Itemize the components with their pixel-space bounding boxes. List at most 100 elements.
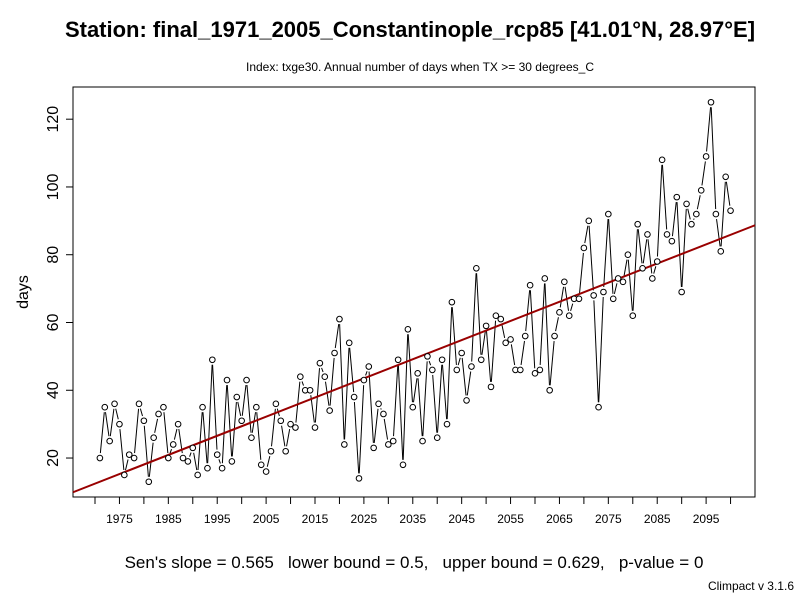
series-segment bbox=[637, 229, 643, 264]
series-segment bbox=[578, 252, 584, 294]
series-segment bbox=[544, 283, 550, 386]
data-point bbox=[473, 264, 480, 272]
data-point bbox=[424, 353, 431, 360]
series-segment bbox=[681, 208, 687, 288]
data-point bbox=[580, 244, 588, 252]
data-point bbox=[492, 312, 500, 320]
series-segment bbox=[271, 408, 276, 447]
series-segment bbox=[593, 300, 599, 403]
x-tick-label: 2085 bbox=[644, 512, 671, 526]
series-segment bbox=[334, 323, 340, 349]
x-tick-label: 2095 bbox=[693, 512, 720, 526]
series-segment bbox=[221, 385, 228, 464]
data-point bbox=[189, 444, 197, 452]
y-tick-label: 120 bbox=[45, 106, 62, 133]
data-point bbox=[683, 200, 690, 208]
x-tick-label: 2025 bbox=[351, 512, 378, 526]
data-point bbox=[194, 471, 201, 479]
series-segment bbox=[207, 364, 213, 464]
sens-slope-trend-line bbox=[72, 224, 756, 494]
series-segment bbox=[134, 408, 140, 454]
series-segment bbox=[529, 290, 536, 369]
data-point bbox=[336, 315, 343, 323]
x-axis: 1975 1985 1995 2005 2015 2025 2035 2045 2055 2065… bbox=[94, 497, 732, 526]
series-segment bbox=[559, 286, 565, 308]
data-point bbox=[389, 437, 397, 445]
data-point bbox=[707, 98, 715, 106]
series-segment bbox=[693, 218, 695, 220]
data-point bbox=[717, 248, 725, 255]
data-point bbox=[140, 417, 148, 425]
x-tick-label: 2015 bbox=[302, 512, 329, 526]
data-point bbox=[375, 400, 382, 408]
series-segment bbox=[383, 418, 389, 440]
data-point bbox=[712, 210, 720, 218]
series-segment bbox=[218, 459, 221, 464]
data-point bbox=[238, 417, 245, 425]
series-segment bbox=[706, 107, 712, 152]
series-segment bbox=[202, 412, 208, 464]
series-segment bbox=[476, 273, 482, 355]
data-point bbox=[228, 458, 236, 465]
data-point bbox=[649, 275, 656, 282]
series-segment bbox=[627, 259, 633, 311]
data-point bbox=[155, 410, 162, 418]
series-segment bbox=[329, 357, 335, 406]
data-point bbox=[121, 471, 128, 479]
data-point bbox=[101, 403, 109, 411]
data-point bbox=[551, 332, 558, 340]
series-segment bbox=[402, 334, 409, 460]
data-point bbox=[575, 295, 583, 303]
data-point bbox=[419, 437, 426, 445]
data-point bbox=[678, 288, 685, 296]
series-segment bbox=[109, 408, 115, 437]
data-point bbox=[360, 376, 368, 384]
series-segment bbox=[193, 452, 198, 471]
series-segment bbox=[143, 425, 149, 477]
data-point bbox=[477, 356, 485, 364]
series-segment bbox=[451, 307, 457, 365]
series-segment bbox=[441, 364, 448, 420]
data-point bbox=[106, 437, 113, 445]
data-points bbox=[96, 98, 734, 486]
data-point bbox=[272, 400, 280, 408]
data-point bbox=[605, 210, 612, 218]
data-point bbox=[546, 386, 553, 394]
series-segment bbox=[555, 317, 559, 332]
series-segment bbox=[584, 225, 589, 244]
series-segment bbox=[246, 385, 252, 433]
data-point bbox=[443, 420, 451, 428]
data-point bbox=[394, 356, 402, 364]
series-segment bbox=[510, 344, 516, 366]
chart-subtitle: Index: txge30. Annual number of days whe… bbox=[246, 60, 594, 74]
series-segment bbox=[671, 202, 677, 237]
series-segment bbox=[642, 239, 648, 264]
series-segment bbox=[412, 378, 418, 403]
data-point bbox=[507, 336, 514, 343]
y-tick-label: 100 bbox=[45, 174, 62, 201]
data-point bbox=[634, 220, 641, 228]
data-point bbox=[125, 451, 133, 458]
data-point bbox=[644, 231, 651, 238]
x-tick-label: 2065 bbox=[546, 512, 573, 526]
series-segment bbox=[125, 459, 129, 471]
trend-line bbox=[72, 224, 756, 494]
data-point bbox=[482, 322, 490, 330]
data-point bbox=[209, 356, 216, 364]
data-point bbox=[399, 461, 407, 469]
data-point bbox=[619, 278, 627, 286]
data-point bbox=[595, 403, 602, 411]
y-tick-label: 40 bbox=[45, 381, 62, 399]
data-point bbox=[287, 420, 294, 428]
series-segment bbox=[373, 408, 379, 443]
series-segment bbox=[104, 412, 110, 437]
data-point bbox=[174, 420, 182, 428]
data-point bbox=[267, 447, 275, 455]
series-segment bbox=[457, 357, 461, 366]
series-segment bbox=[380, 408, 382, 410]
data-point bbox=[453, 366, 461, 374]
data-point bbox=[702, 153, 710, 160]
data-point bbox=[433, 434, 441, 442]
data-point bbox=[218, 464, 226, 472]
data-point bbox=[585, 217, 593, 225]
